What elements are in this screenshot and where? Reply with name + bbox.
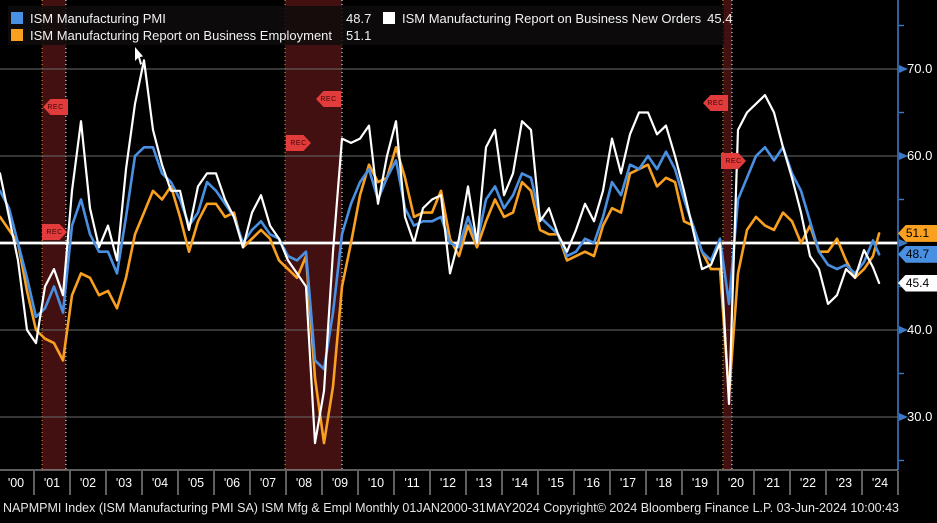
x-axis-label-19: '19 [691, 476, 709, 490]
x-axis-label-02: '02 [79, 476, 97, 490]
x-axis-label-13: '13 [475, 476, 493, 490]
mouse-cursor-icon [135, 47, 144, 65]
legend-item-pmi[interactable]: ISM Manufacturing PMI 48.7 [11, 10, 371, 26]
x-axis-label-05: '05 [187, 476, 205, 490]
pmi-series-swatch-icon [11, 12, 23, 24]
last-value-badge-1: 48.7 [898, 245, 937, 263]
recession-tag-0-0: REC [43, 99, 68, 115]
y-axis-label: 40.0 [907, 322, 933, 337]
x-axis-label-21: '21 [763, 476, 781, 490]
legend-value-pmi: 48.7 [346, 10, 372, 26]
legend-label-pmi: ISM Manufacturing PMI [30, 10, 166, 26]
status-text: NAPMPMI Index (ISM Manufacturing PMI SA)… [3, 501, 899, 515]
x-axis-label-04: '04 [151, 476, 169, 490]
x-axis-label-15: '15 [547, 476, 565, 490]
x-axis-label-07: '07 [259, 476, 277, 490]
legend: ISM Manufacturing PMI 48.7 ISM Manufactu… [8, 6, 732, 45]
x-axis-label-10: '10 [367, 476, 385, 490]
x-axis-label-20: '20 [727, 476, 745, 490]
recession-tag-2-0: REC [703, 95, 728, 111]
last-value-badge-0: 51.1 [898, 224, 937, 242]
recession-tag-1-1: REC [286, 135, 311, 151]
x-axis-label-01: '01 [43, 476, 61, 490]
x-axis-label-16: '16 [583, 476, 601, 490]
x-axis-label-23: '23 [835, 476, 853, 490]
x-axis-label-11: '11 [404, 476, 420, 490]
x-axis-label-17: '17 [619, 476, 637, 490]
recession-tag-1-0: REC [316, 91, 341, 107]
x-axis-label-12: '12 [439, 476, 457, 490]
recession-tag-2-1: REC [721, 153, 746, 169]
x-axis-label-03: '03 [115, 476, 133, 490]
x-axis-label-09: '09 [331, 476, 349, 490]
y-axis-label: 60.0 [907, 148, 933, 163]
legend-label-new-orders: ISM Manufacturing Report on Business New… [402, 10, 702, 26]
x-axis-label-08: '08 [295, 476, 313, 490]
legend-item-employment[interactable]: ISM Manufacturing Report on Business Emp… [11, 27, 371, 43]
legend-item-new-orders[interactable]: ISM Manufacturing Report on Business New… [383, 10, 732, 26]
employment-series-swatch-icon [11, 29, 23, 41]
status-bar: NAPMPMI Index (ISM Manufacturing PMI SA)… [0, 498, 937, 523]
y-axis-label: 30.0 [907, 409, 933, 424]
x-axis-label-24: '24 [871, 476, 889, 490]
last-value-badge-2: 45.4 [898, 274, 937, 292]
recession-tag-0-1: REC [42, 224, 67, 240]
y-axis-label: 70.0 [907, 61, 933, 76]
x-axis-label-06: '06 [223, 476, 241, 490]
new-orders-series-swatch-icon [383, 12, 395, 24]
legend-value-employment: 51.1 [346, 27, 372, 43]
x-axis-label-00: '00 [7, 476, 25, 490]
legend-label-employment: ISM Manufacturing Report on Business Emp… [30, 27, 333, 43]
x-axis-label-14: '14 [511, 476, 529, 490]
x-axis-label-22: '22 [799, 476, 817, 490]
legend-value-new-orders: 45.4 [707, 10, 733, 26]
x-axis-label-18: '18 [655, 476, 673, 490]
